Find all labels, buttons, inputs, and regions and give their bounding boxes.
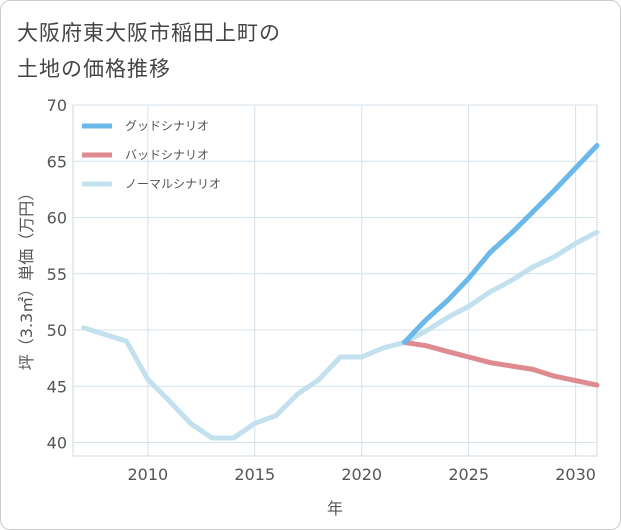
x-tick-label: 2025 bbox=[448, 465, 489, 484]
y-tick-label: 65 bbox=[47, 152, 67, 171]
series-layer bbox=[81, 143, 600, 441]
chart-title-line-1: 大阪府東大阪市稲田上町の bbox=[17, 21, 281, 45]
series-line-1 bbox=[402, 143, 600, 345]
legend-label: グッドシナリオ bbox=[125, 119, 209, 133]
y-tick-label: 40 bbox=[47, 434, 67, 453]
legend-label: ノーマルシナリオ bbox=[125, 177, 221, 191]
chart-title-line-2: 土地の価格推移 bbox=[17, 57, 171, 81]
x-tick-label: 2015 bbox=[234, 465, 275, 484]
y-tick-label: 55 bbox=[47, 265, 67, 284]
x-axis-label: 年 bbox=[327, 499, 343, 518]
y-tick-label: 70 bbox=[47, 96, 67, 115]
tick-labels: 40 45 50 55 60 65 70 2010 2015 2020 2025 2030 bbox=[47, 96, 596, 484]
x-tick-label: 2030 bbox=[555, 465, 596, 484]
y-axis-label: 坪（3.3㎡）単価（万円） bbox=[17, 185, 36, 370]
y-tick-label: 50 bbox=[47, 321, 67, 340]
series-line-2 bbox=[402, 339, 600, 388]
y-tick-label: 45 bbox=[47, 377, 67, 396]
chart-title: 大阪府東大阪市稲田上町の 土地の価格推移 bbox=[17, 15, 281, 87]
series-line-3 bbox=[81, 229, 600, 441]
legend-label: バッドシナリオ bbox=[125, 148, 209, 162]
y-tick-label: 60 bbox=[47, 209, 67, 228]
grid bbox=[72, 104, 598, 457]
x-tick-label: 2010 bbox=[127, 465, 168, 484]
x-tick-label: 2020 bbox=[341, 465, 382, 484]
